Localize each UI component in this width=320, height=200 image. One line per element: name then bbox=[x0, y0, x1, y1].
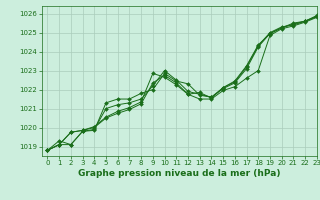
X-axis label: Graphe pression niveau de la mer (hPa): Graphe pression niveau de la mer (hPa) bbox=[78, 169, 280, 178]
